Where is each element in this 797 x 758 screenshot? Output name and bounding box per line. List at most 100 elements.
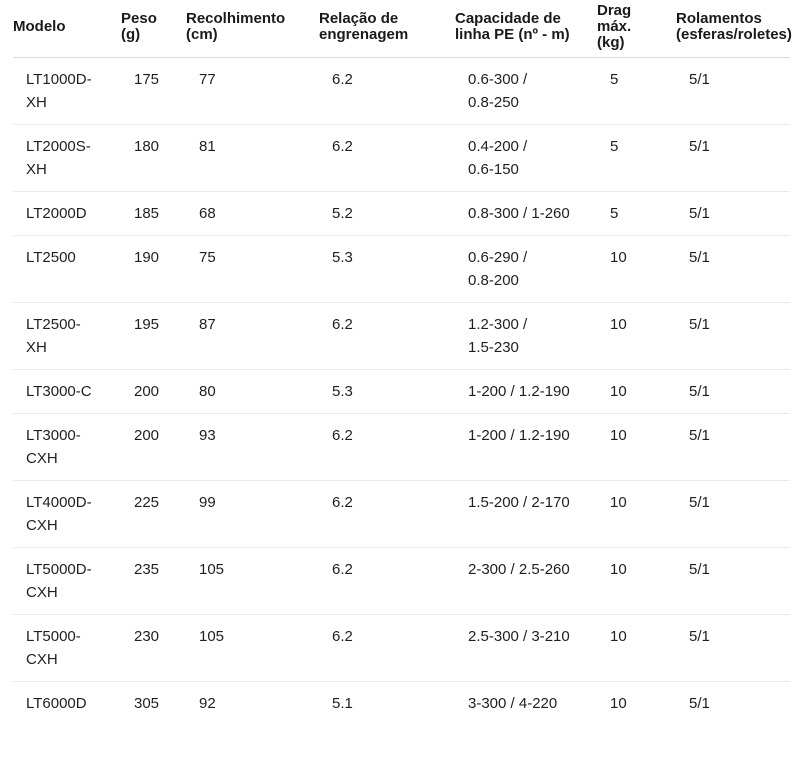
cell-capacidade: 3-300 / 4-220 — [468, 695, 558, 712]
cell-modelo: LT6000D — [26, 695, 87, 712]
column-header-rolamentos: Rolamentos (esferas/roletes) — [676, 0, 792, 58]
cell-peso: 175 — [121, 57, 186, 125]
table-row: LT1000D- XH 175 77 6.2 0.6-300 / 0.8-250 5 5/1 — [13, 57, 790, 125]
cell-relacao: 5.3 — [319, 235, 455, 303]
cell-peso: 235 — [121, 547, 186, 615]
column-header-recolhimento: Recolhimento (cm) — [186, 0, 319, 58]
cell-rolamentos: 5/1 — [676, 191, 790, 236]
spec-table: Modelo Peso (g) Recolhimento (cm) Relação d… — [13, 0, 792, 726]
cell-relacao: 6.2 — [319, 480, 455, 548]
table-header: Modelo Peso (g) Recolhimento (cm) Relação d… — [13, 0, 792, 58]
cell-peso: 305 — [134, 695, 160, 712]
cell-capacidade: 1-200 / 1.2-190 — [455, 413, 597, 481]
table-row: LT2000S- XH 180 81 6.2 0.4-200 / 0.6-150 5 5/1 — [13, 124, 790, 192]
cell-rolamentos: 5/1 — [676, 235, 790, 303]
cell-peso: 190 — [121, 235, 186, 303]
cell-drag: 10 — [610, 695, 627, 712]
cell-drag: 5 — [597, 124, 676, 192]
cell-drag: 10 — [597, 480, 676, 548]
table-row: LT4000D- CXH 225 99 6.2 1.5-200 / 2-170 10 5/1 — [13, 480, 790, 548]
table-row: LT3000- CXH 200 93 6.2 1-200 / 1.2-190 10 5/1 — [13, 413, 790, 481]
cell-drag: 10 — [597, 547, 676, 615]
cell-recolhimento: 81 — [186, 124, 319, 192]
cell-recolhimento: 87 — [186, 302, 319, 370]
cell-relacao: 6.2 — [319, 547, 455, 615]
cell-recolhimento: 93 — [186, 413, 319, 481]
cell-recolhimento: 75 — [186, 235, 319, 303]
cell-rolamentos: 5/1 — [676, 413, 790, 481]
cell-drag: 10 — [597, 235, 676, 303]
cell-capacidade: 0.6-300 / 0.8-250 — [455, 57, 597, 125]
cell-modelo: LT2500 — [13, 235, 121, 303]
cell-relacao: 6.2 — [319, 413, 455, 481]
cell-drag: 5 — [597, 57, 676, 125]
cell-capacidade: 1-200 / 1.2-190 — [455, 369, 597, 414]
cell-peso: 230 — [121, 614, 186, 682]
cell-relacao: 5.1 — [332, 695, 353, 712]
cell-modelo: LT1000D- XH — [13, 57, 121, 125]
cell-peso: 200 — [121, 369, 186, 414]
cell-capacidade: 0.8-300 / 1-260 — [455, 191, 597, 236]
cell-relacao: 5.3 — [319, 369, 455, 414]
cell-modelo: LT3000- CXH — [13, 413, 121, 481]
cell-peso: 185 — [121, 191, 186, 236]
table-row: LT2500- XH 195 87 6.2 1.2-300 / 1.5-230 10 5/1 — [13, 302, 790, 370]
cell-relacao: 6.2 — [319, 124, 455, 192]
cell-recolhimento: 92 — [199, 695, 216, 712]
cell-rolamentos: 5/1 — [676, 124, 790, 192]
cell-drag: 10 — [597, 413, 676, 481]
column-header-relacao: Relação de engrenagem — [319, 0, 455, 58]
table-row: LT5000- CXH 230 105 6.2 2.5-300 / 3-210 10 5/1 — [13, 614, 790, 682]
cell-recolhimento: 99 — [186, 480, 319, 548]
cell-rolamentos: 5/1 — [676, 480, 790, 548]
cell-modelo: LT2000S- XH — [13, 124, 121, 192]
cell-recolhimento: 80 — [186, 369, 319, 414]
cell-modelo: LT3000-C — [13, 369, 121, 414]
cell-rolamentos: 5/1 — [676, 547, 790, 615]
cell-rolamentos: 5/1 — [676, 302, 790, 370]
cell-peso: 195 — [121, 302, 186, 370]
cell-capacidade: 0.6-290 / 0.8-200 — [455, 235, 597, 303]
table-body: LT1000D- XH 175 77 6.2 0.6-300 / 0.8-250 5 5/1… — [13, 57, 790, 726]
cell-capacidade: 2.5-300 / 3-210 — [455, 614, 597, 682]
cell-recolhimento: 105 — [186, 547, 319, 615]
column-header-peso: Peso (g) — [121, 0, 186, 58]
cell-relacao: 6.2 — [319, 614, 455, 682]
column-header-drag: Drag máx. (kg) — [597, 0, 676, 58]
table-row: LT5000D- CXH 235 105 6.2 2-300 / 2.5-260 10 5/… — [13, 547, 790, 615]
cell-drag: 5 — [597, 191, 676, 236]
cell-drag: 10 — [597, 369, 676, 414]
cell-modelo: LT4000D- CXH — [13, 480, 121, 548]
table-row: LT3000-C 200 80 5.3 1-200 / 1.2-190 10 5/1 — [13, 369, 790, 414]
cell-recolhimento: 77 — [186, 57, 319, 125]
cell-rolamentos: 5/1 — [676, 369, 790, 414]
cell-relacao: 6.2 — [319, 57, 455, 125]
cell-rolamentos: 5/1 — [676, 57, 790, 125]
cell-relacao: 5.2 — [319, 191, 455, 236]
cell-peso: 200 — [121, 413, 186, 481]
cell-capacidade: 0.4-200 / 0.6-150 — [455, 124, 597, 192]
cell-modelo: LT5000D- CXH — [13, 547, 121, 615]
cell-rolamentos: 5/1 — [689, 695, 710, 712]
cell-modelo: LT2000D — [13, 191, 121, 236]
cell-drag: 10 — [597, 614, 676, 682]
column-header-capacidade: Capacidade de linha PE (nº - m) — [455, 0, 597, 58]
header-row: Modelo Peso (g) Recolhimento (cm) Relação d… — [13, 0, 792, 58]
cell-relacao: 6.2 — [319, 302, 455, 370]
table-row: LT2500 190 75 5.3 0.6-290 / 0.8-200 10 5/1 — [13, 235, 790, 303]
cell-peso: 225 — [121, 480, 186, 548]
column-header-modelo: Modelo — [13, 0, 121, 58]
cell-capacidade: 1.5-200 / 2-170 — [455, 480, 597, 548]
cell-recolhimento: 68 — [186, 191, 319, 236]
cell-recolhimento: 105 — [186, 614, 319, 682]
table-row: LT6000D 305 92 5.1 3-300 / 4-220 10 5/1 — [13, 682, 790, 726]
cell-drag: 10 — [597, 302, 676, 370]
cell-capacidade: 2-300 / 2.5-260 — [455, 547, 597, 615]
cell-rolamentos: 5/1 — [676, 614, 790, 682]
cell-modelo: LT2500- XH — [13, 302, 121, 370]
cell-peso: 180 — [121, 124, 186, 192]
table-row: LT2000D 185 68 5.2 0.8-300 / 1-260 5 5/1 — [13, 191, 790, 236]
cell-modelo: LT5000- CXH — [13, 614, 121, 682]
cell-capacidade: 1.2-300 / 1.5-230 — [455, 302, 597, 370]
